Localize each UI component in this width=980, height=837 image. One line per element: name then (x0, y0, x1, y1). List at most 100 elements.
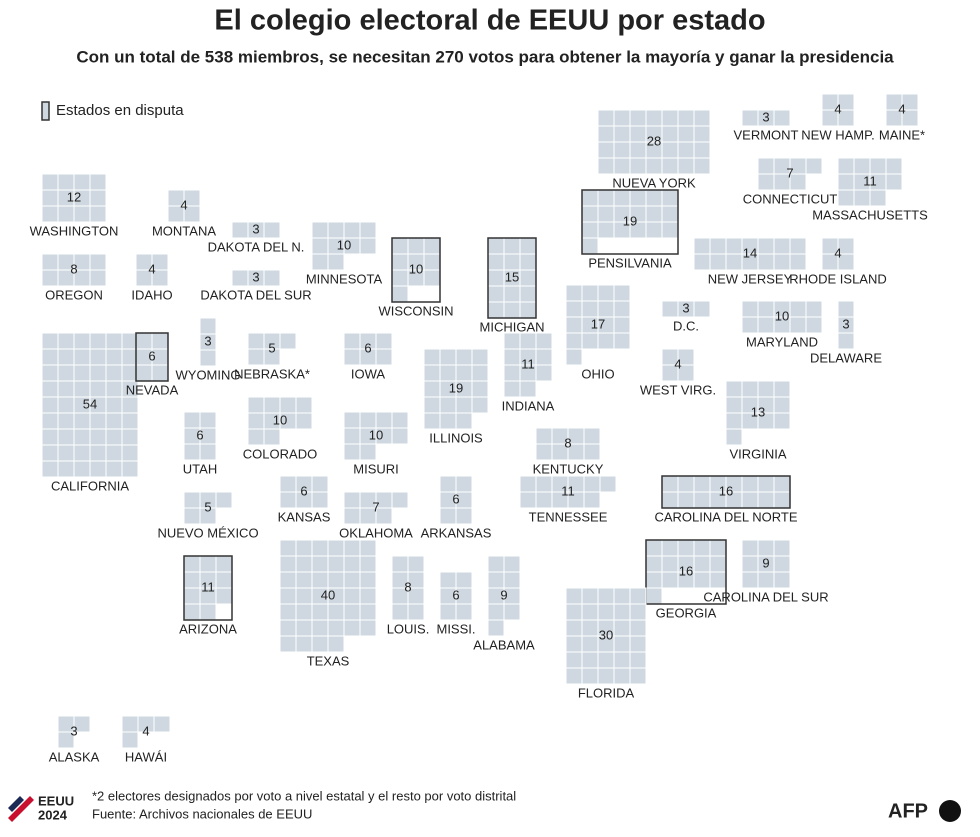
tile (645, 205, 663, 223)
tile (105, 380, 123, 398)
state-votes: 4 (142, 723, 149, 738)
tile (693, 475, 711, 493)
tile (677, 475, 695, 493)
tile (565, 651, 583, 669)
legend-swatch (41, 101, 50, 121)
tile (423, 348, 441, 366)
state (41, 332, 139, 478)
tile (57, 348, 75, 366)
tile (581, 587, 599, 605)
tile (629, 125, 647, 143)
tile (471, 396, 489, 414)
tile (89, 412, 107, 430)
tile (57, 332, 75, 350)
tile (677, 109, 695, 127)
state-votes: 8 (404, 579, 411, 594)
state (343, 411, 409, 461)
tile (519, 285, 537, 303)
tile (311, 555, 329, 573)
tile (503, 253, 521, 271)
tile (741, 555, 759, 573)
tile (885, 173, 903, 191)
tile (693, 491, 711, 509)
tile (439, 507, 457, 525)
tile (661, 475, 679, 493)
legend-label: Estados en disputa (56, 102, 184, 119)
state (57, 715, 91, 749)
state-votes: 30 (599, 627, 613, 642)
tile (105, 412, 123, 430)
tile (89, 332, 107, 350)
state-votes: 28 (647, 133, 661, 148)
tile (837, 300, 855, 318)
state-name: PENSILVANIA (588, 255, 672, 270)
tile (327, 619, 345, 637)
state-votes: 3 (682, 300, 689, 315)
tile (105, 364, 123, 382)
tile (73, 460, 91, 478)
tile (199, 603, 217, 621)
tile (455, 603, 473, 621)
tile (247, 396, 265, 414)
tile (885, 157, 903, 175)
tile (215, 587, 233, 605)
tile (487, 603, 505, 621)
tile (869, 157, 887, 175)
tile (503, 603, 521, 621)
tile (359, 603, 377, 621)
tile (57, 444, 75, 462)
tile (121, 444, 139, 462)
tile (41, 460, 59, 478)
tile (597, 587, 615, 605)
tile (199, 317, 217, 335)
tile (693, 571, 711, 589)
tile (629, 651, 647, 669)
tile (199, 507, 217, 525)
state-name: MINNESOTA (306, 271, 383, 286)
tile (295, 635, 313, 653)
state-votes: 15 (505, 269, 519, 284)
state-name: WASHINGTON (30, 223, 119, 238)
tile (583, 443, 601, 461)
tile (439, 364, 457, 382)
tile (423, 380, 441, 398)
logo-bottom: 2024 (38, 807, 68, 822)
state-votes: 3 (252, 221, 259, 236)
tile (279, 396, 297, 414)
tile (661, 300, 679, 318)
tile (519, 269, 537, 287)
tile (247, 348, 265, 366)
tile (613, 189, 631, 207)
state (199, 317, 217, 367)
tile (503, 301, 521, 319)
tile (151, 269, 169, 287)
state-name: CAROLINA DEL SUR (703, 589, 828, 604)
tile (247, 428, 265, 446)
tile (661, 539, 679, 557)
state-name: TEXAS (307, 653, 350, 668)
tile (693, 253, 711, 271)
tile (199, 411, 217, 429)
tile (741, 380, 759, 398)
footnote: *2 electores designados por voto a nivel… (92, 788, 516, 803)
tile (725, 253, 743, 271)
tile (645, 587, 663, 605)
tile (183, 411, 201, 429)
tile (837, 109, 855, 127)
contested-outline (391, 237, 441, 303)
tile (151, 332, 169, 350)
tile (391, 411, 409, 429)
state-votes: 17 (591, 316, 605, 331)
tile (375, 348, 393, 366)
tile (279, 475, 297, 493)
tile (565, 348, 583, 366)
tile (599, 475, 617, 493)
tile (581, 221, 599, 239)
tile (471, 380, 489, 398)
tile (519, 475, 537, 493)
tile (613, 635, 631, 653)
tile (153, 715, 171, 733)
tile (837, 173, 855, 191)
tile (805, 157, 823, 175)
tile (661, 125, 679, 143)
